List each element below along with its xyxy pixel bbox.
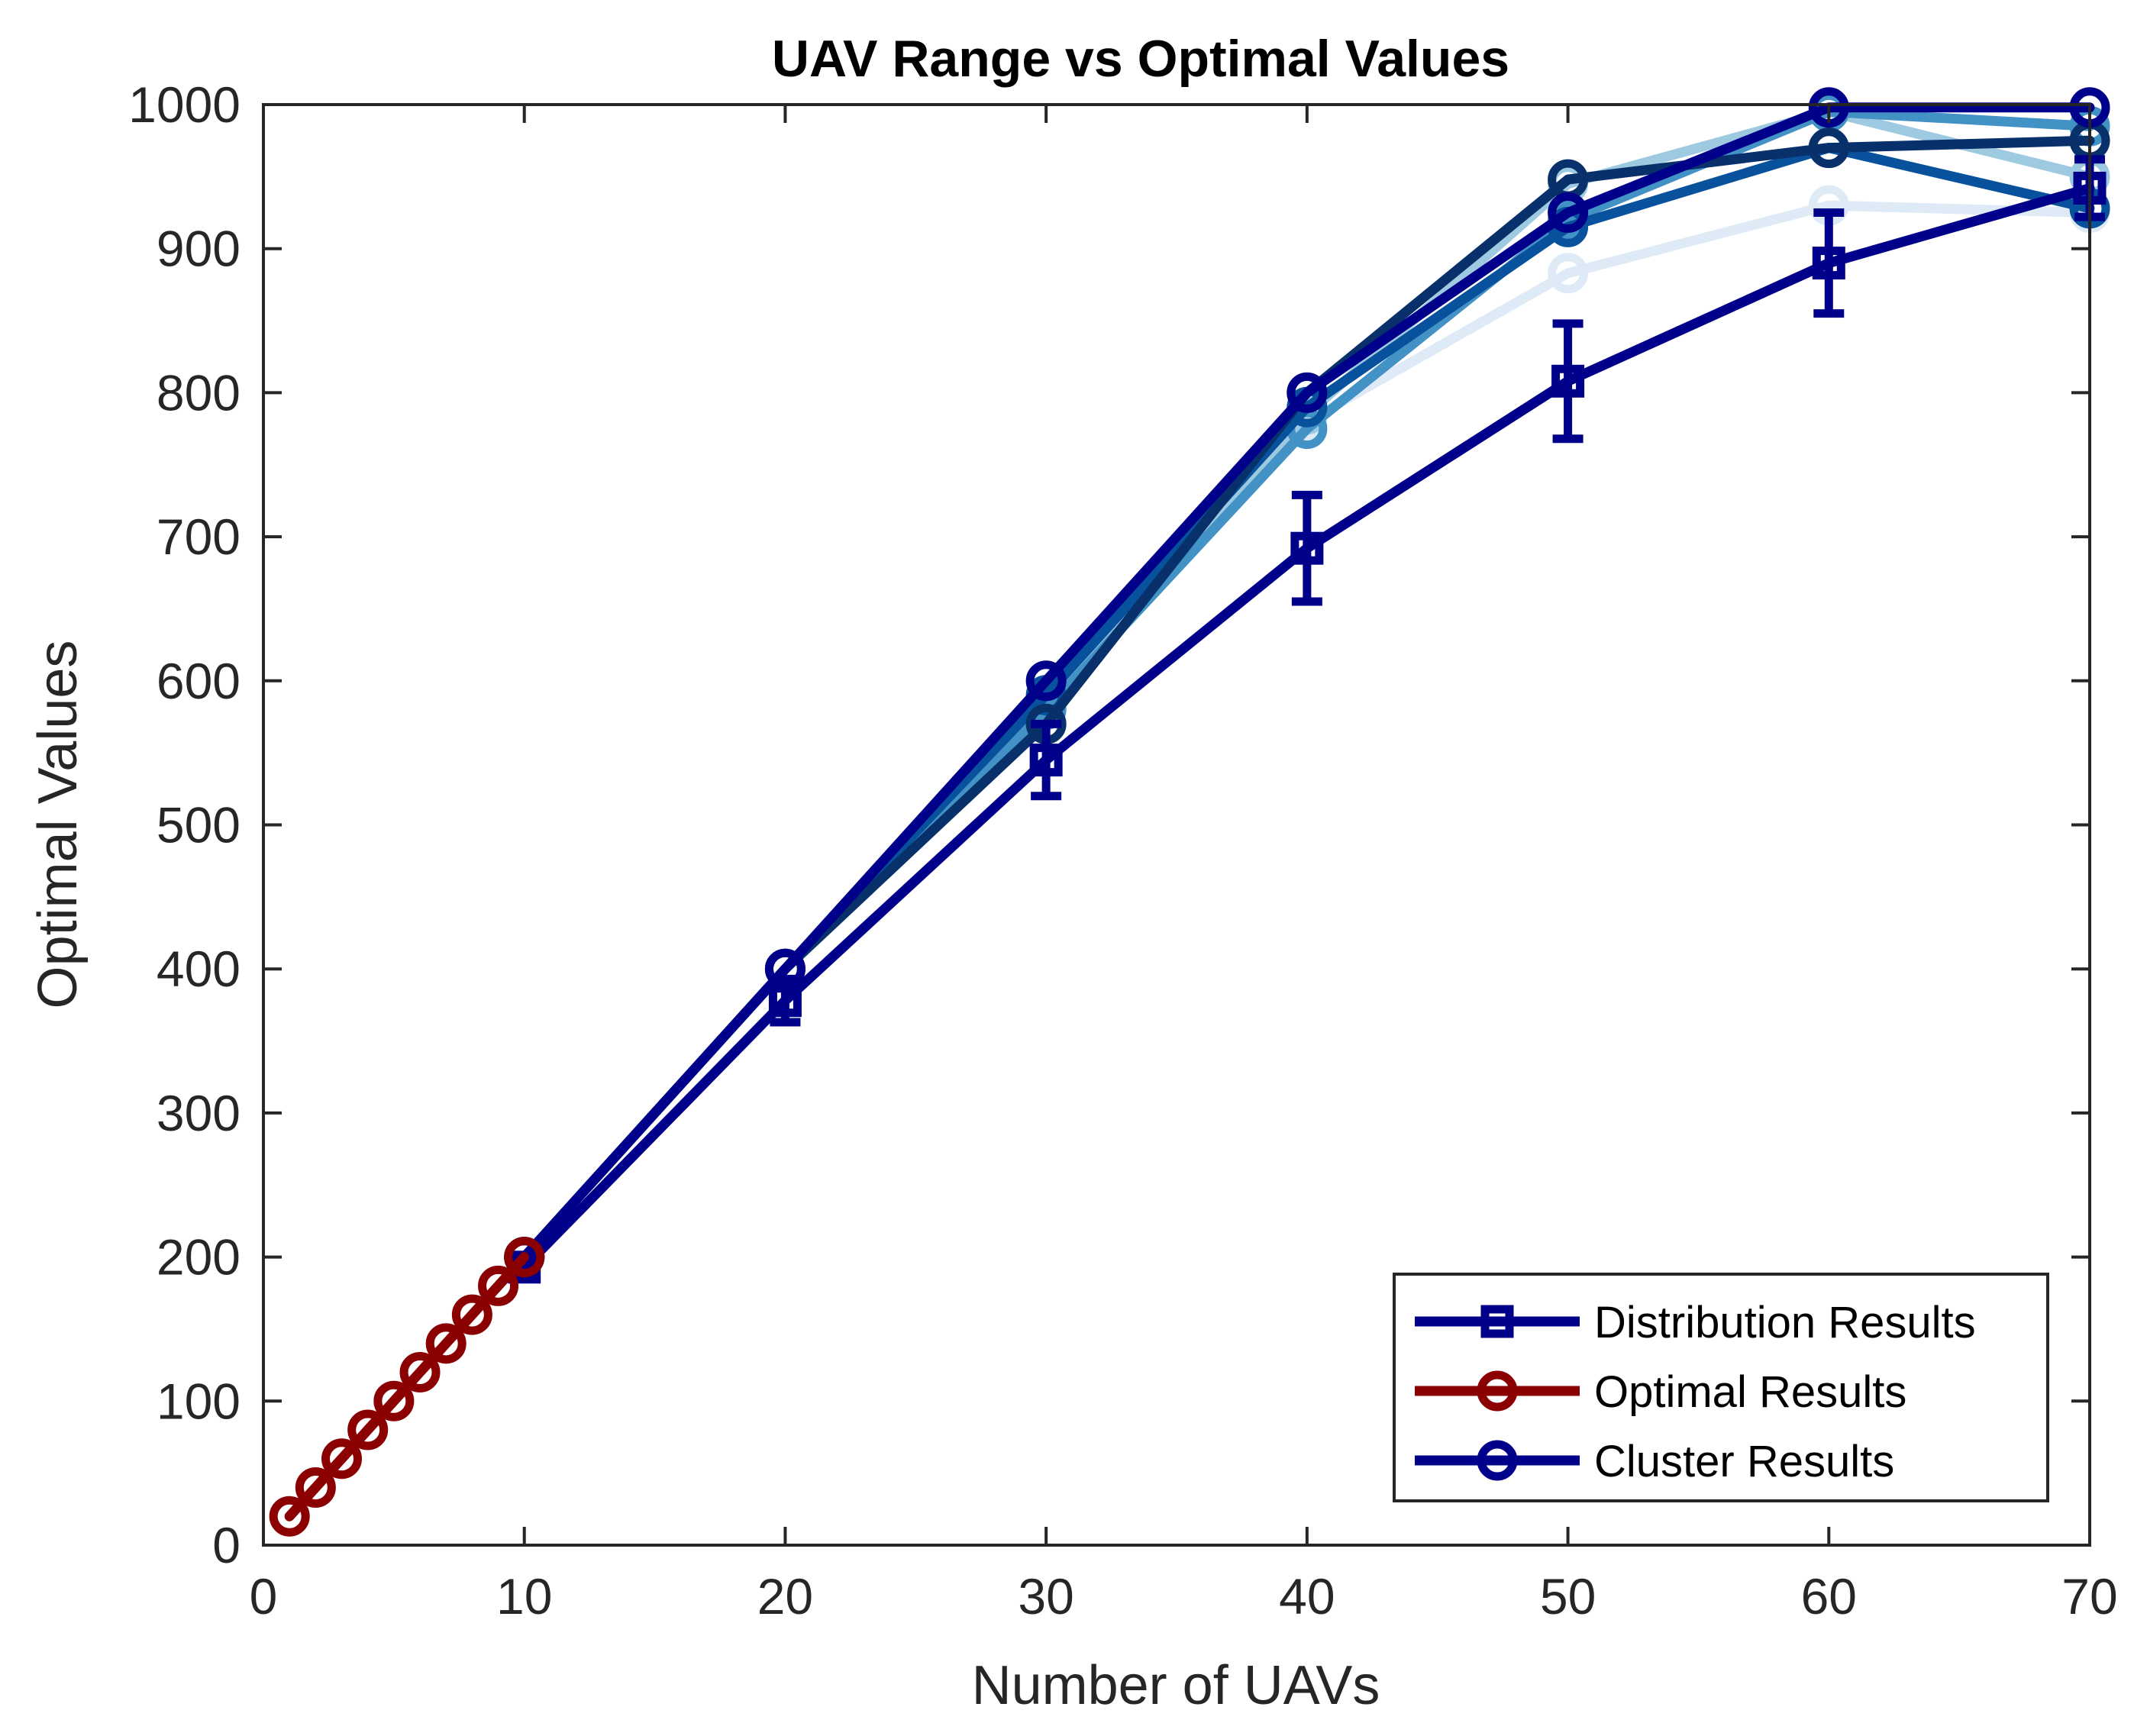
y-tick-label: 1000: [128, 76, 241, 133]
data-point: [1029, 744, 1063, 777]
y-tick-label: 300: [157, 1085, 241, 1141]
x-tick-label: 40: [1279, 1568, 1335, 1625]
legend-label: Optimal Results: [1594, 1367, 1906, 1417]
x-tick-label: 60: [1801, 1568, 1857, 1625]
y-tick-label: 900: [157, 221, 241, 277]
data-point: [269, 1496, 310, 1537]
y-tick-label: 600: [157, 653, 241, 709]
data-point: [504, 1237, 545, 1278]
data-point: [1025, 660, 1067, 702]
y-tick-label: 500: [157, 797, 241, 853]
y-axis-title: Optimal Values: [27, 641, 89, 1009]
legend-label: Distribution Results: [1594, 1298, 1976, 1347]
legend-swatch-marker: [1480, 1305, 1514, 1338]
legend-item: Distribution Results: [1415, 1298, 1976, 1347]
data-point: [1290, 531, 1324, 565]
x-axis-title: Number of UAVs: [972, 1655, 1380, 1716]
data-point: [399, 1352, 441, 1393]
y-tick-label: 800: [157, 364, 241, 421]
x-tick-label: 0: [250, 1568, 278, 1625]
data-point: [295, 1467, 336, 1509]
x-tick-label: 50: [1540, 1568, 1596, 1625]
data-point: [478, 1265, 519, 1306]
legend-item: Optimal Results: [1415, 1367, 1906, 1417]
data-point: [451, 1294, 492, 1335]
data-point: [425, 1323, 467, 1364]
legend-label: Cluster Results: [1594, 1437, 1894, 1486]
chart-title: UAV Range vs Optimal Values: [772, 30, 1509, 88]
x-tick-label: 20: [757, 1568, 813, 1625]
x-tick-label: 10: [496, 1568, 552, 1625]
x-tick-label: 30: [1018, 1568, 1073, 1625]
legend-swatch-marker: [1477, 1370, 1518, 1412]
y-tick-label: 400: [157, 941, 241, 997]
data-point: [373, 1380, 415, 1421]
data-point: [347, 1409, 389, 1450]
data-point: [1812, 247, 1845, 280]
x-tick-label: 70: [2061, 1568, 2117, 1625]
data-point: [1548, 192, 1589, 234]
data-point: [1551, 364, 1585, 398]
legend-swatch-marker: [1477, 1440, 1518, 1481]
axes: 0 10 20 30 40 50 60 700100200300400500600700800…: [128, 76, 2118, 1625]
y-tick-label: 200: [157, 1229, 241, 1286]
legend-item: Cluster Results: [1415, 1437, 1894, 1486]
y-tick-label: 700: [157, 508, 241, 565]
series-7: [269, 1237, 545, 1537]
legend: Distribution Results Optimal Results Clust…: [1393, 1273, 2049, 1502]
data-point: [768, 984, 802, 1018]
data-point: [1808, 127, 1849, 169]
data-point: [1548, 253, 1589, 294]
data-point: [321, 1438, 363, 1479]
y-tick-label: 100: [157, 1373, 241, 1429]
data-point: [1808, 87, 1849, 128]
data-point: [1287, 372, 1328, 413]
y-tick-label: 0: [212, 1517, 241, 1573]
